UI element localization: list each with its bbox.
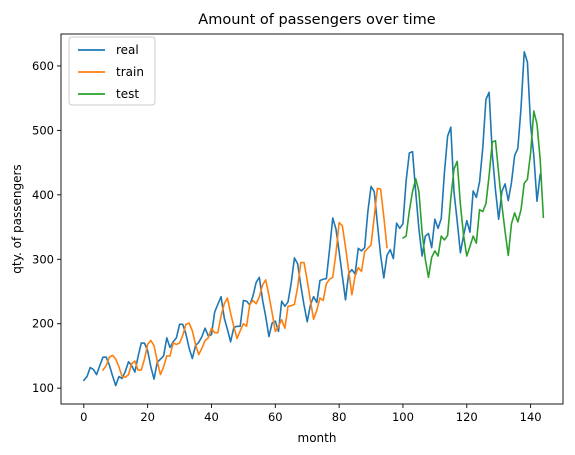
y-tick-label: 100 — [32, 381, 54, 395]
x-tick-label: 140 — [520, 410, 542, 424]
legend: real train test — [68, 36, 156, 106]
y-tick-label: 500 — [32, 123, 54, 137]
x-tick-label: 0 — [80, 410, 87, 424]
chart-title: Amount of passengers over time — [198, 12, 436, 28]
x-axis-label: month — [298, 431, 337, 445]
y-tick-label: 300 — [32, 252, 54, 266]
legend-label-train: train — [116, 65, 144, 79]
legend-label-real: real — [116, 43, 139, 57]
y-tick-label: 200 — [32, 317, 54, 331]
plot-lines — [83, 50, 545, 387]
x-axis-ticks: 0 20 40 60 80 100 120 140 — [80, 404, 542, 424]
x-tick-label: 40 — [204, 410, 219, 424]
legend-label-test: test — [116, 87, 139, 101]
plot-frame — [60, 33, 564, 405]
x-tick-label: 80 — [332, 410, 347, 424]
y-tick-label: 600 — [32, 59, 54, 73]
y-tick-label: 400 — [32, 188, 54, 202]
series-line-test — [402, 110, 545, 279]
x-tick-label: 120 — [456, 410, 478, 424]
x-tick-label: 100 — [392, 410, 414, 424]
series-line-train — [102, 187, 388, 378]
x-tick-label: 60 — [268, 410, 283, 424]
y-axis-label: qty. of passengers — [10, 164, 24, 273]
legend-box — [68, 36, 156, 106]
y-axis-ticks: 100 200 300 400 500 600 — [32, 59, 61, 395]
x-tick-label: 20 — [140, 410, 155, 424]
